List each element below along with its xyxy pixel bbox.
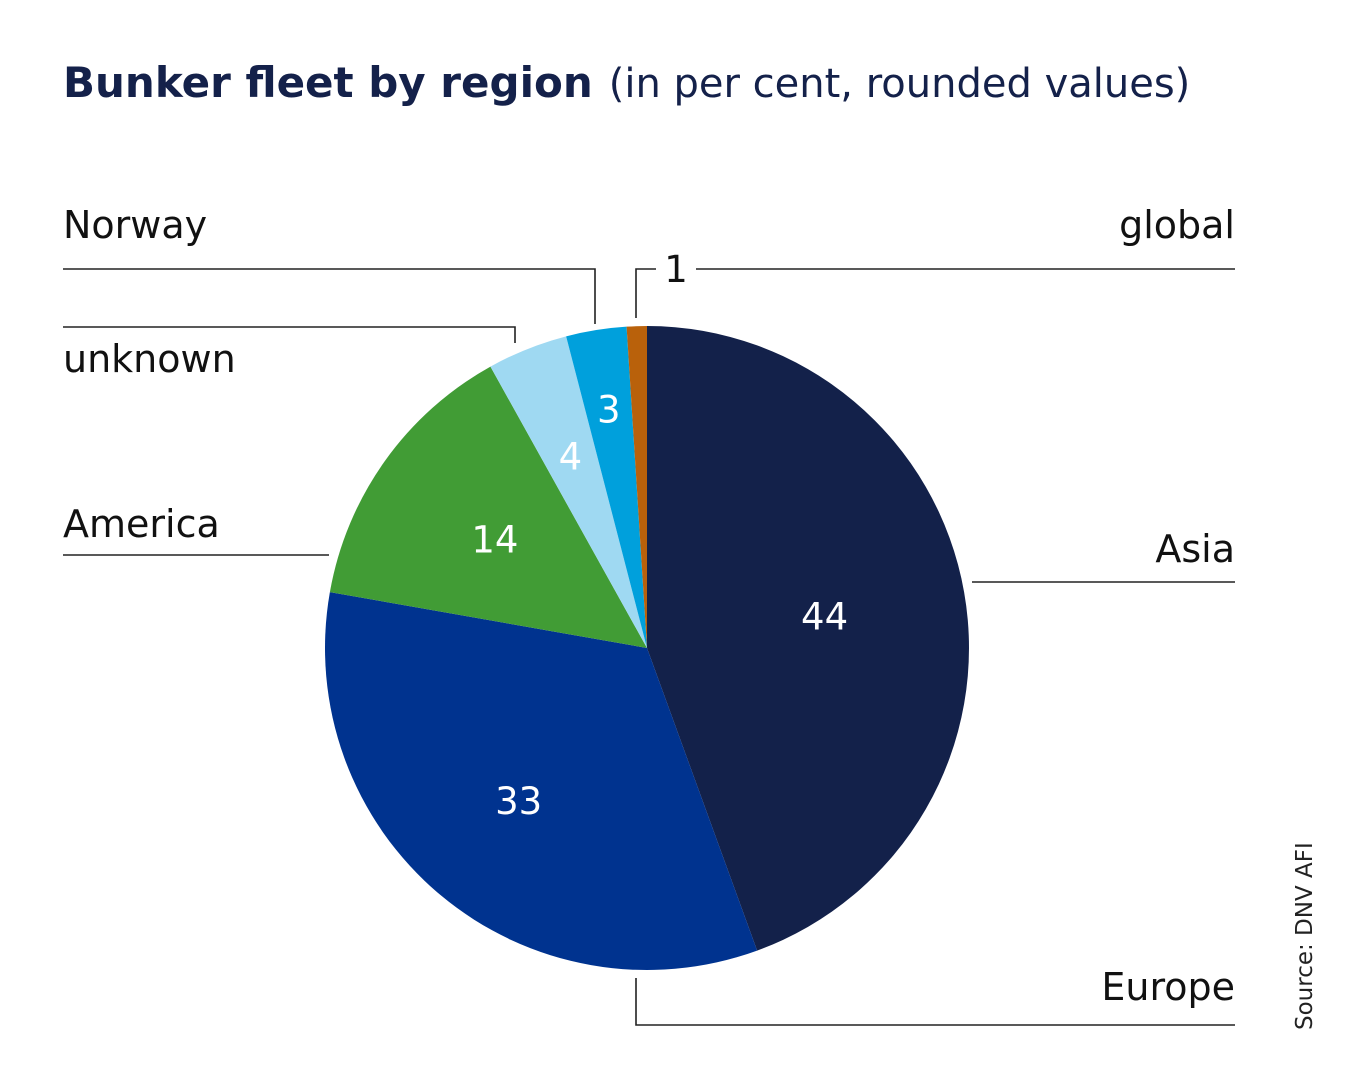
value-label-unknown: 4: [559, 436, 583, 479]
leader-europe: [635, 978, 1235, 1026]
leader-unknown: [63, 326, 516, 343]
category-label-global: global: [1119, 203, 1235, 247]
chart-title: Bunker fleet by region: [63, 58, 593, 107]
value-label-norway: 3: [597, 389, 621, 432]
category-label-unknown: unknown: [63, 337, 236, 381]
category-label-asia: Asia: [1155, 527, 1235, 571]
slice-norway: [566, 326, 647, 648]
leader-global-short: [635, 268, 656, 318]
category-label-america: America: [63, 502, 220, 546]
category-label-norway: Norway: [63, 203, 207, 247]
category-label-europe: Europe: [1101, 965, 1235, 1009]
value-label-asia: 44: [801, 596, 848, 639]
slice-unknown: [490, 336, 647, 648]
slice-america: [329, 366, 647, 648]
chart-subtitle: (in per cent, rounded values): [609, 61, 1191, 107]
value-label-europe: 33: [495, 780, 542, 823]
pie-slices: [324, 326, 969, 970]
leader-norway: [63, 268, 596, 324]
chart-heading: Bunker fleet by region (in per cent, rou…: [63, 58, 1190, 107]
value-label-global: 1: [664, 248, 688, 291]
slice-europe: [324, 592, 758, 970]
leader-lines: [63, 268, 1235, 1026]
slice-labels: 44 33 14 43 Asia Europe America unknown Norway 1 g…: [63, 203, 1235, 1009]
slice-asia: [647, 326, 969, 951]
source-note: Source: DNV AFI: [1292, 842, 1318, 1030]
slice-global: [626, 326, 647, 648]
value-label-america: 14: [471, 519, 518, 562]
